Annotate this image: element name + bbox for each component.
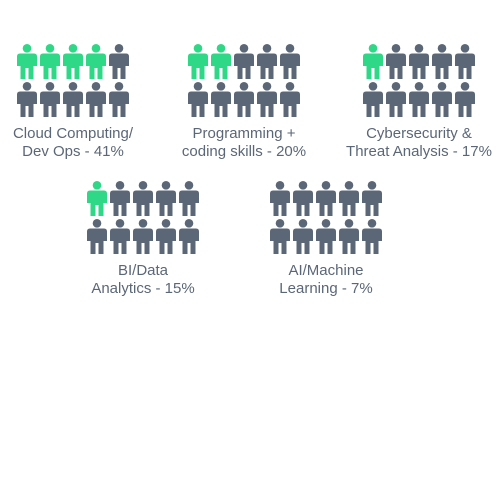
pictograph-label-line: BI/Data xyxy=(118,262,169,279)
person-icon xyxy=(179,219,199,254)
pictograph-group: Cloud Computing/Dev Ops - 41% xyxy=(13,44,134,160)
person-icon xyxy=(179,181,199,216)
pictograph-label-line: Cloud Computing/ xyxy=(13,125,134,142)
person-icon xyxy=(40,82,60,117)
person-icon xyxy=(86,82,106,117)
person-icon-filled xyxy=(211,44,231,79)
pictograph-label: Programming + coding skills - 20% xyxy=(182,125,306,160)
pictograph-label: AI/Machine Learning - 7% xyxy=(279,262,372,297)
pictograph-label: Cloud Computing/Dev Ops - 41% xyxy=(13,125,134,160)
person-icon xyxy=(188,82,208,117)
person-icon xyxy=(257,44,277,79)
pictograph-label: BI/Data Analytics - 15% xyxy=(91,262,194,297)
pictograph-label-line: Analytics - 15% xyxy=(91,280,194,297)
person-icon xyxy=(339,219,359,254)
person-icon-partial xyxy=(270,181,290,216)
person-icon xyxy=(280,44,300,79)
person-icon xyxy=(363,82,383,117)
person-icon-filled xyxy=(17,44,37,79)
person-icon xyxy=(211,82,231,117)
person-icon xyxy=(270,219,290,254)
person-icon xyxy=(339,181,359,216)
person-icon-filled xyxy=(86,44,106,79)
pictograph-label-line: AI/Machine xyxy=(288,262,363,279)
person-icon-partial xyxy=(109,44,129,79)
pictograph-label-line: Threat Analysis - 17% xyxy=(346,143,492,160)
person-icon xyxy=(234,44,254,79)
pictograph-group: Programming + coding skills - 20% xyxy=(182,44,306,160)
pictograph-group: Cybersecurity & Threat Analysis - 17% xyxy=(346,44,492,160)
person-icon-filled xyxy=(188,44,208,79)
pictograph-groups: Cloud Computing/Dev Ops - 41% Programming… xyxy=(13,44,492,297)
pictograph-group: BI/Data Analytics - 15% xyxy=(87,181,199,297)
person-icon xyxy=(455,82,475,117)
person-icon xyxy=(110,219,130,254)
person-icon-filled xyxy=(87,181,107,216)
person-icon-filled xyxy=(63,44,83,79)
person-icon xyxy=(386,82,406,117)
pictograph-label-line: Cybersecurity & xyxy=(366,125,472,142)
person-icon xyxy=(17,82,37,117)
person-icon xyxy=(133,219,153,254)
person-icon xyxy=(257,82,277,117)
pictograph-group: AI/Machine Learning - 7% xyxy=(270,181,382,297)
person-icon xyxy=(293,181,313,216)
person-icon xyxy=(409,44,429,79)
person-icon-partial xyxy=(110,181,130,216)
person-icon xyxy=(362,219,382,254)
pictograph-label: Cybersecurity & Threat Analysis - 17% xyxy=(346,125,492,160)
person-icon xyxy=(432,44,452,79)
pictograph-label-line: coding skills - 20% xyxy=(182,143,306,160)
pictograph-label-line: Programming + xyxy=(193,125,296,142)
person-icon xyxy=(234,82,254,117)
person-icon xyxy=(87,219,107,254)
pictograph-label-line: Dev Ops - 41% xyxy=(22,143,124,160)
person-icon-filled xyxy=(40,44,60,79)
person-icon xyxy=(455,44,475,79)
person-icon xyxy=(156,181,176,216)
person-icon xyxy=(133,181,153,216)
person-icon xyxy=(432,82,452,117)
person-icon xyxy=(362,181,382,216)
person-icon-partial xyxy=(386,44,406,79)
person-icon xyxy=(280,82,300,117)
person-icon xyxy=(293,219,313,254)
person-icon xyxy=(63,82,83,117)
person-icon xyxy=(316,181,336,216)
person-icon xyxy=(156,219,176,254)
person-icon xyxy=(409,82,429,117)
pictograph-label-line: Learning - 7% xyxy=(279,280,372,297)
person-icon-filled xyxy=(363,44,383,79)
person-icon xyxy=(109,82,129,117)
person-icon xyxy=(316,219,336,254)
